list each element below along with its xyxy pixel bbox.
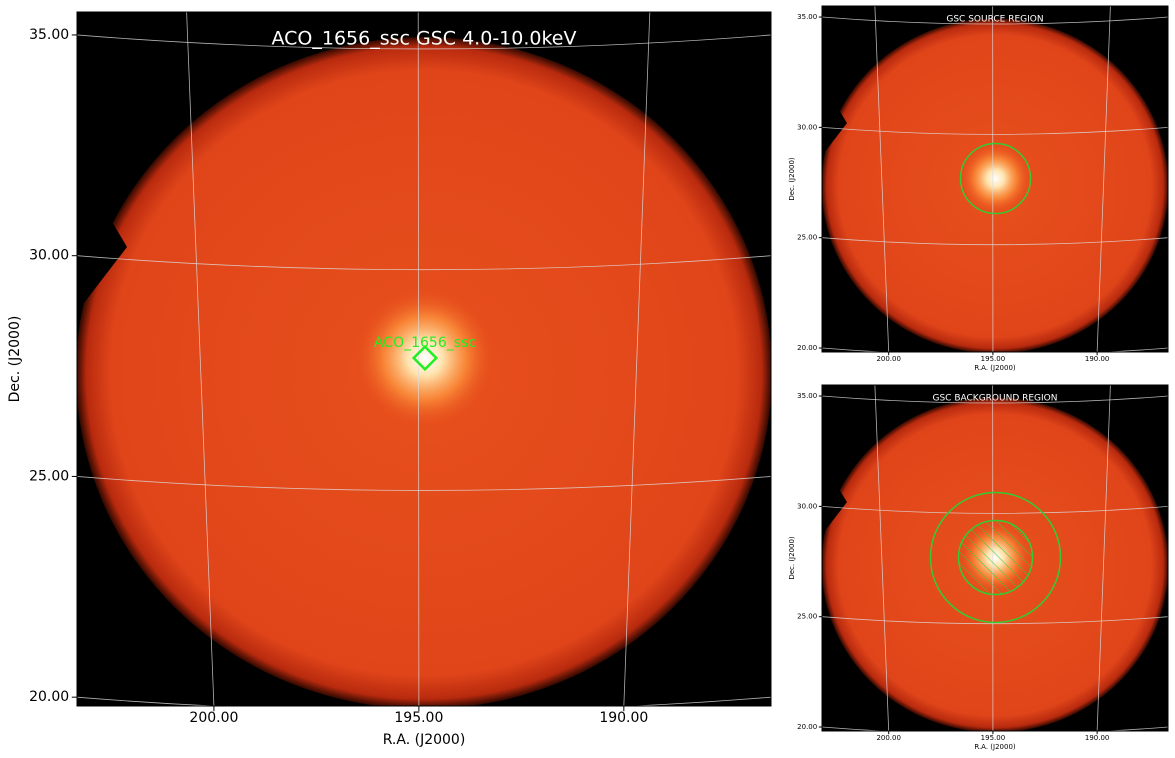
y-tick-label: 25.00	[797, 234, 817, 242]
y-tick-label: 25.00	[797, 613, 817, 621]
x-tick-label: 195.00	[981, 355, 1006, 363]
grid-line	[822, 616, 1168, 625]
source-marker	[411, 344, 439, 372]
grid-line	[77, 696, 771, 706]
frame	[821, 5, 1169, 353]
grid-line	[77, 476, 771, 491]
grid-line	[874, 385, 890, 731]
panel-title: GSC BACKGROUND REGION	[933, 394, 1058, 404]
y-tick-label: 35.00	[797, 13, 817, 21]
panel-title: ACO_1656_ssc GSC 4.0-10.0keV	[271, 28, 576, 50]
y-axis-label: Dec. (J2000)	[7, 316, 23, 403]
panel-image	[822, 6, 1168, 352]
frame	[821, 384, 1169, 732]
panel-image	[77, 12, 771, 706]
grid-line	[822, 395, 1168, 404]
source-region	[959, 142, 1032, 215]
grid-line	[822, 347, 1168, 352]
source-glow	[960, 143, 1031, 214]
grid-line	[874, 6, 890, 352]
x-axis-label: R.A. (J2000)	[974, 743, 1016, 751]
y-axis-label: Dec. (J2000)	[788, 536, 796, 580]
grid-line	[1096, 6, 1111, 352]
background-region	[929, 491, 1062, 624]
y-tick-label: 30.00	[29, 248, 69, 264]
grid-line	[1096, 385, 1111, 731]
grid-line	[77, 34, 771, 50]
grid-line	[186, 12, 215, 706]
notch	[77, 202, 127, 312]
y-tick-label: 25.00	[29, 468, 69, 484]
y-tick-label: 30.00	[797, 123, 817, 131]
grid-line	[822, 505, 1168, 514]
x-tick-label: 190.00	[599, 710, 648, 726]
source-label: ACO_1656_ssc	[374, 335, 476, 351]
x-tick-label: 200.00	[189, 710, 238, 726]
y-tick-label: 35.00	[29, 27, 69, 43]
grid-line	[822, 16, 1168, 25]
grid-line	[623, 12, 651, 706]
y-axis-label: Dec. (J2000)	[788, 157, 796, 201]
x-tick-label: 190.00	[1085, 355, 1110, 363]
grid-line	[822, 726, 1168, 731]
x-tick-label: 200.00	[876, 355, 901, 363]
y-tick-label: 20.00	[29, 689, 69, 705]
grid-line	[77, 255, 771, 271]
x-axis-label: R.A. (J2000)	[974, 364, 1016, 372]
panel-image	[822, 385, 1168, 731]
x-axis-label: R.A. (J2000)	[383, 732, 466, 748]
x-tick-label: 195.00	[981, 734, 1006, 742]
grid-line	[822, 237, 1168, 246]
panel-title: GSC SOURCE REGION	[946, 15, 1043, 25]
x-tick-label: 200.00	[876, 734, 901, 742]
y-tick-label: 20.00	[797, 723, 817, 731]
y-tick-label: 30.00	[797, 502, 817, 510]
y-tick-label: 20.00	[797, 344, 817, 352]
x-tick-label: 190.00	[1085, 734, 1110, 742]
grid-line	[417, 12, 420, 706]
source-glow	[355, 288, 495, 428]
frame	[76, 11, 772, 707]
y-tick-label: 35.00	[797, 392, 817, 400]
x-tick-label: 195.00	[394, 710, 443, 726]
excluded-region	[957, 519, 1034, 596]
grid-line	[822, 126, 1168, 135]
